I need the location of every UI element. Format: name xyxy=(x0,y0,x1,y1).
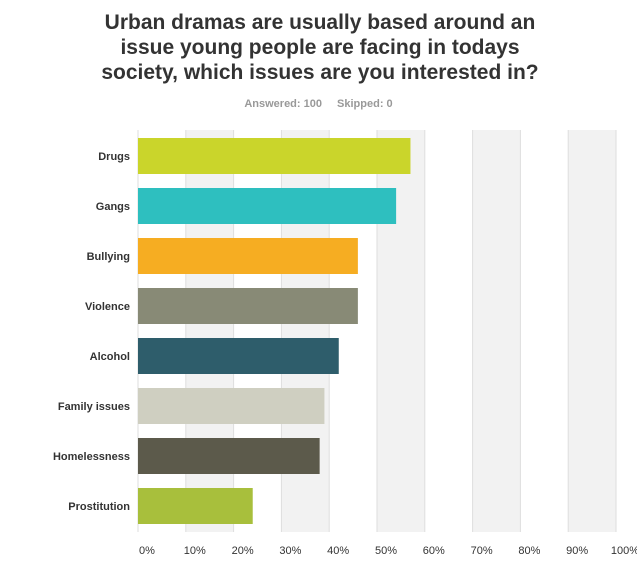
category-label: Gangs xyxy=(96,201,130,213)
bar-alcohol xyxy=(138,338,339,374)
category-label: Alcohol xyxy=(90,351,130,363)
bar-gangs xyxy=(138,188,397,224)
chart-title: Urban dramas are usually based around an… xyxy=(40,10,600,85)
response-stats: Answered: 100 Skipped: 0 xyxy=(0,98,637,110)
bar-drugs xyxy=(138,138,411,174)
plot-band xyxy=(472,130,521,532)
x-tick-label: 90% xyxy=(566,545,588,557)
plot-band xyxy=(568,130,616,532)
category-labels: Drugs Gangs Bullying Violence Alcohol Family … xyxy=(53,151,130,513)
bar-family-issues xyxy=(138,388,325,424)
x-tick-label: 100% xyxy=(611,545,637,557)
bar-prostitution xyxy=(138,488,253,524)
x-tick-label: 60% xyxy=(423,545,445,557)
x-tick-label: 80% xyxy=(518,545,540,557)
x-tick-label: 20% xyxy=(232,545,254,557)
bars xyxy=(138,138,411,524)
skipped-count: Skipped: 0 xyxy=(337,98,393,110)
title-line-1: Urban dramas are usually based around an xyxy=(104,11,536,34)
bar-homelessness xyxy=(138,438,320,474)
x-tick-label: 50% xyxy=(375,545,397,557)
bar-bullying xyxy=(138,238,358,274)
bar-violence xyxy=(138,288,358,324)
title-line-2: issue young people are facing in todays xyxy=(120,36,520,59)
category-label: Homelessness xyxy=(53,451,130,463)
category-label: Violence xyxy=(85,301,130,313)
x-tick-label: 10% xyxy=(184,545,206,557)
category-label: Bullying xyxy=(87,251,130,263)
x-tick-label: 40% xyxy=(327,545,349,557)
answered-count: Answered: 100 xyxy=(244,98,322,110)
category-label: Drugs xyxy=(98,151,130,163)
x-tick-label: 30% xyxy=(279,545,301,557)
category-label: Family issues xyxy=(58,401,130,413)
category-label: Prostitution xyxy=(68,501,130,513)
title-line-3: society, which issues are you interested… xyxy=(101,61,539,84)
x-axis-ticks: 0% 10% 20% 30% 40% 50% 60% 70% 80% 90% 100% xyxy=(139,545,637,557)
x-tick-label: 70% xyxy=(471,545,493,557)
x-tick-label: 0% xyxy=(139,545,155,557)
